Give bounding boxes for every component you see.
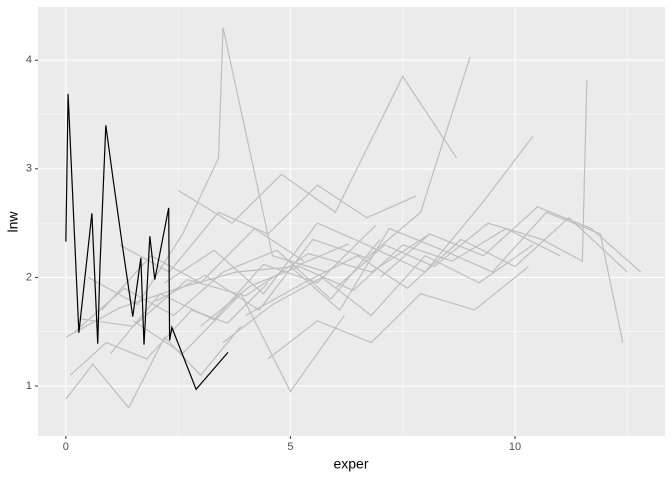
y-axis-title: lnw — [5, 211, 21, 233]
x-tick-label: 0 — [63, 441, 69, 453]
series-line — [267, 266, 529, 360]
series-line — [101, 227, 305, 311]
series-line — [88, 27, 327, 306]
series-line — [65, 93, 229, 391]
y-tick-label: 1 — [26, 380, 32, 392]
x-tick-label: 10 — [509, 441, 521, 453]
x-axis-title: exper — [333, 456, 368, 472]
series-line — [334, 79, 588, 289]
y-tick-label: 2 — [26, 271, 32, 283]
x-tick-label: 5 — [287, 441, 293, 453]
series-line — [164, 135, 534, 295]
series-line — [200, 227, 561, 327]
series-line — [132, 292, 345, 393]
series-line — [74, 239, 381, 333]
panel — [38, 7, 665, 436]
series-line — [65, 325, 242, 409]
series-line — [65, 243, 350, 338]
series-line — [155, 56, 471, 311]
y-tick-label: 3 — [26, 163, 32, 175]
series-line — [222, 244, 534, 344]
series-line — [245, 216, 628, 316]
series-line — [379, 206, 642, 278]
series-line — [290, 211, 624, 343]
y-tick-label: 4 — [26, 54, 32, 66]
